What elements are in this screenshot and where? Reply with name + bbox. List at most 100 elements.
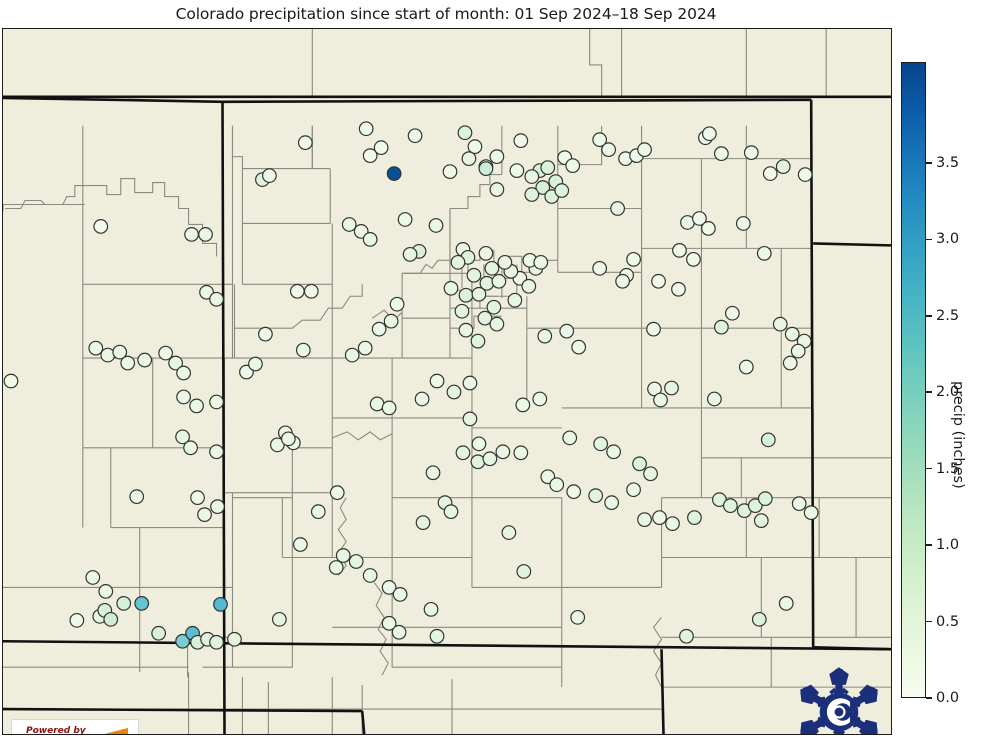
station-marker [454, 303, 470, 319]
station-marker [209, 444, 224, 460]
colorbar-tick-label: 3.5 [936, 154, 960, 171]
station-marker [554, 183, 570, 198]
station-marker [461, 151, 477, 167]
station-marker [570, 609, 586, 625]
station-marker [407, 128, 423, 144]
station-marker [757, 491, 773, 507]
station-marker [450, 254, 466, 270]
station-marker [524, 187, 540, 202]
colorbar-tick-label: 1.0 [936, 537, 960, 554]
station-marker [484, 260, 500, 276]
station-marker [738, 359, 754, 375]
station-marker [686, 251, 701, 267]
station-marker [626, 482, 641, 498]
station-marker [646, 321, 661, 337]
station-marker [425, 465, 441, 481]
station-marker [462, 375, 478, 391]
station-marker [443, 280, 459, 296]
station-marker [571, 339, 587, 355]
station-marker [280, 431, 296, 447]
station-marker [537, 328, 553, 344]
station-marker [457, 125, 473, 141]
station-marker [672, 242, 687, 258]
county-boundaries [3, 29, 891, 734]
station-marker [784, 326, 800, 342]
station-marker [516, 564, 532, 579]
station-marker [120, 355, 136, 371]
station-marker [478, 245, 494, 261]
station-marker [743, 145, 759, 161]
station-marker [606, 444, 622, 460]
station-marker [665, 516, 680, 531]
station-marker [151, 625, 167, 641]
colorbar-tick-mark [926, 238, 932, 241]
station-marker [414, 391, 430, 407]
station-marker [189, 398, 204, 414]
station-marker [112, 344, 128, 360]
colorbar-tick-mark [926, 391, 932, 394]
station-marker [513, 133, 529, 149]
station-marker [381, 615, 397, 631]
state-boundaries [3, 95, 891, 734]
station-marker [702, 126, 717, 142]
station-marker [562, 430, 578, 446]
station-marker [176, 389, 191, 405]
station-marker [271, 611, 287, 627]
station-marker [470, 333, 486, 349]
station-marker [478, 161, 494, 176]
station-marker [593, 436, 609, 452]
station-marker [386, 166, 402, 181]
station-marker [391, 624, 407, 640]
station-marker [429, 373, 445, 389]
colorbar-gradient [901, 62, 926, 698]
station-marker [455, 445, 471, 461]
station-marker [671, 281, 686, 297]
colorbar-tick-label: 2.0 [936, 384, 960, 401]
station-marker [707, 391, 722, 407]
station-marker [501, 525, 517, 540]
station-marker [184, 227, 199, 242]
station-marker [328, 560, 344, 575]
acis-attribution-logo: Powered by ACIS Regional Climate Centers [11, 719, 139, 734]
colorbar-tick-label: 3.0 [936, 231, 960, 248]
colorbar-tick-label: 0.5 [936, 613, 960, 630]
station-marker [362, 232, 378, 247]
station-marker [88, 340, 104, 356]
station-marker [209, 394, 224, 410]
station-marker [549, 477, 565, 493]
station-marker [248, 356, 263, 372]
station-marker [782, 355, 798, 371]
station-marker [116, 595, 132, 611]
station-marker [778, 595, 794, 611]
station-marker [762, 166, 778, 181]
station-marker [197, 507, 212, 523]
station-marker [524, 169, 540, 184]
station-marker [158, 345, 174, 361]
station-marker [348, 554, 364, 569]
station-marker [559, 323, 575, 339]
station-marker [601, 142, 617, 158]
station-marker [429, 628, 445, 644]
station-marker [513, 445, 529, 461]
station-marker [176, 365, 191, 381]
station-marker [467, 139, 483, 155]
station-marker [803, 505, 819, 521]
station-marker [289, 283, 305, 299]
station-marker [227, 631, 242, 647]
station-marker [751, 611, 767, 627]
station-marker [489, 182, 505, 197]
station-marker [775, 159, 791, 174]
station-marker [588, 488, 604, 504]
station-marker [344, 347, 360, 363]
station-marker [303, 283, 319, 299]
station-marker [509, 163, 525, 178]
station-marker [491, 273, 507, 289]
station-marker [701, 221, 716, 236]
station-marker [652, 510, 667, 525]
colorbar-axis-label: precip (inches) [950, 380, 966, 489]
station-marker [466, 267, 482, 283]
station-marker [295, 342, 311, 358]
station-marker [402, 246, 418, 262]
map-panel: Powered by ACIS Regional Climate Centers [2, 28, 892, 735]
station-marker [566, 484, 582, 500]
